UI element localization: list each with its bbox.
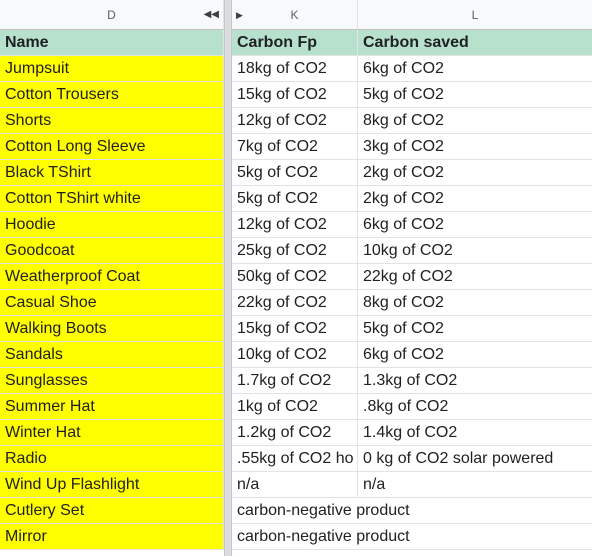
cell-name[interactable]: Goodcoat — [0, 238, 224, 264]
cell-name[interactable]: Cotton Trousers — [0, 82, 224, 108]
cell-name[interactable]: Sunglasses — [0, 368, 224, 394]
cell-carbon-saved[interactable]: 0 kg of CO2 solar powered — [358, 446, 592, 472]
cell-carbon-fp[interactable]: 18kg of CO2 — [232, 56, 358, 82]
column-header-l[interactable]: L — [358, 0, 592, 30]
column-letter-l: L — [471, 8, 479, 22]
table-row: Goodcoat 25kg of CO2 10kg of CO2 — [0, 238, 592, 264]
cell-carbon-saved[interactable]: 10kg of CO2 — [358, 238, 592, 264]
cell-carbon-saved[interactable]: 6kg of CO2 — [358, 212, 592, 238]
table-row: Weatherproof Coat 50kg of CO2 22kg of CO2 — [0, 264, 592, 290]
table-row: Radio .55kg of CO2 ho 0 kg of CO2 solar po… — [0, 446, 592, 472]
cell-carbon-saved[interactable]: 8kg of CO2 — [358, 290, 592, 316]
cell-name[interactable]: Summer Hat — [0, 394, 224, 420]
cell-carbon-saved[interactable]: 5kg of CO2 — [358, 316, 592, 342]
cell-name[interactable]: Weatherproof Coat — [0, 264, 224, 290]
cell-carbon-fp[interactable]: 22kg of CO2 — [232, 290, 358, 316]
cell-carbon-fp[interactable]: 7kg of CO2 — [232, 134, 358, 160]
table-row: Casual Shoe 22kg of CO2 8kg of CO2 — [0, 290, 592, 316]
cell-carbon-fp[interactable]: .55kg of CO2 ho — [232, 446, 358, 472]
column-letter-d: D — [107, 8, 116, 22]
column-letter-k: K — [290, 8, 299, 22]
cell-carbon-saved[interactable]: 5kg of CO2 — [358, 82, 592, 108]
cell-name[interactable]: Cotton TShirt white — [0, 186, 224, 212]
cell-carbon-saved[interactable]: .8kg of CO2 — [358, 394, 592, 420]
column-header-k[interactable]: ▶ K — [232, 0, 358, 30]
hidden-columns-divider[interactable] — [224, 0, 232, 556]
column-header-d[interactable]: D ◀◀ — [0, 0, 224, 30]
cell-name[interactable]: Shorts — [0, 108, 224, 134]
table-row: Black TShirt 5kg of CO2 2kg of CO2 — [0, 160, 592, 186]
cell-carbon-fp[interactable]: 1kg of CO2 — [232, 394, 358, 420]
cell-name[interactable]: Winter Hat — [0, 420, 224, 446]
cell-carbon-saved[interactable]: 1.4kg of CO2 — [358, 420, 592, 446]
cell-name[interactable]: Cotton Long Sleeve — [0, 134, 224, 160]
cell-carbon-fp[interactable]: 15kg of CO2 — [232, 82, 358, 108]
table-row: Summer Hat 1kg of CO2.8kg of CO2 — [0, 394, 592, 420]
table-row: Shorts 12kg of CO2 8kg of CO2 — [0, 108, 592, 134]
cell-name[interactable]: Jumpsuit — [0, 56, 224, 82]
cell-name[interactable]: Walking Boots — [0, 316, 224, 342]
cell-carbon-saved[interactable]: 1.3kg of CO2 — [358, 368, 592, 394]
table-row: Winter Hat 1.2kg of CO2 1.4kg of CO2 — [0, 420, 592, 446]
table-row: Hoodie 12kg of CO2 6kg of CO2 — [0, 212, 592, 238]
header-cell-carbon-saved[interactable]: Carbon saved — [358, 30, 592, 56]
cell-carbon-saved[interactable]: 6kg of CO2 — [358, 342, 592, 368]
cell-carbon-fp[interactable]: 5kg of CO2 — [232, 186, 358, 212]
cell-carbon-fp[interactable]: 1.2kg of CO2 — [232, 420, 358, 446]
cell-note[interactable]: carbon-negative product — [232, 498, 592, 524]
cell-carbon-saved[interactable]: 3kg of CO2 — [358, 134, 592, 160]
cell-name[interactable]: Mirror — [0, 524, 224, 550]
cell-name[interactable]: Wind Up Flashlight — [0, 472, 224, 498]
expand-columns-icon[interactable]: ▶ — [236, 10, 243, 20]
cell-carbon-fp[interactable]: 10kg of CO2 — [232, 342, 358, 368]
cell-carbon-saved[interactable]: 2kg of CO2 — [358, 160, 592, 186]
cell-carbon-saved[interactable]: 6kg of CO2 — [358, 56, 592, 82]
cell-carbon-fp[interactable]: 15kg of CO2 — [232, 316, 358, 342]
cell-carbon-saved[interactable]: n/a — [358, 472, 592, 498]
cell-name[interactable]: Hoodie — [0, 212, 224, 238]
cell-name[interactable]: Black TShirt — [0, 160, 224, 186]
table-row: Mirror carbon-negative product — [0, 524, 592, 550]
table-row: Sandals 10kg of CO2 6kg of CO2 — [0, 342, 592, 368]
cell-carbon-fp[interactable]: 1.7kg of CO2 — [232, 368, 358, 394]
header-cell-name[interactable]: Name — [0, 30, 224, 56]
cell-carbon-fp[interactable]: 12kg of CO2 — [232, 212, 358, 238]
cell-note[interactable]: carbon-negative product — [232, 524, 592, 550]
table-row: Walking Boots 15kg of CO2 5kg of CO2 — [0, 316, 592, 342]
table-row: Wind Up Flashlight n/a n/a — [0, 472, 592, 498]
cell-carbon-saved[interactable]: 22kg of CO2 — [358, 264, 592, 290]
collapse-columns-icon[interactable]: ◀◀ — [203, 9, 219, 20]
cell-name[interactable]: Casual Shoe — [0, 290, 224, 316]
cell-carbon-fp[interactable]: n/a — [232, 472, 358, 498]
table-row: Cotton Trousers 15kg of CO2 5kg of CO2 — [0, 82, 592, 108]
table-row: Cotton TShirt white 5kg of CO2 2kg of CO2 — [0, 186, 592, 212]
table-row: Jumpsuit 18kg of CO2 6kg of CO2 — [0, 56, 592, 82]
cell-name[interactable]: Cutlery Set — [0, 498, 224, 524]
table-row: Cutlery Set carbon-negative product — [0, 498, 592, 524]
cell-name[interactable]: Sandals — [0, 342, 224, 368]
cell-carbon-fp[interactable]: 12kg of CO2 — [232, 108, 358, 134]
header-cell-carbon-fp[interactable]: Carbon Fp — [232, 30, 358, 56]
cell-name[interactable]: Radio — [0, 446, 224, 472]
cell-carbon-fp[interactable]: 25kg of CO2 — [232, 238, 358, 264]
table-row: Sunglasses 1.7kg of CO2 1.3kg of CO2 — [0, 368, 592, 394]
cell-carbon-fp[interactable]: 5kg of CO2 — [232, 160, 358, 186]
cell-carbon-saved[interactable]: 8kg of CO2 — [358, 108, 592, 134]
header-row: Name Carbon Fp Carbon saved — [0, 30, 592, 56]
cell-carbon-fp[interactable]: 50kg of CO2 — [232, 264, 358, 290]
cell-carbon-saved[interactable]: 2kg of CO2 — [358, 186, 592, 212]
table-row: Cotton Long Sleeve 7kg of CO2 3kg of CO2 — [0, 134, 592, 160]
